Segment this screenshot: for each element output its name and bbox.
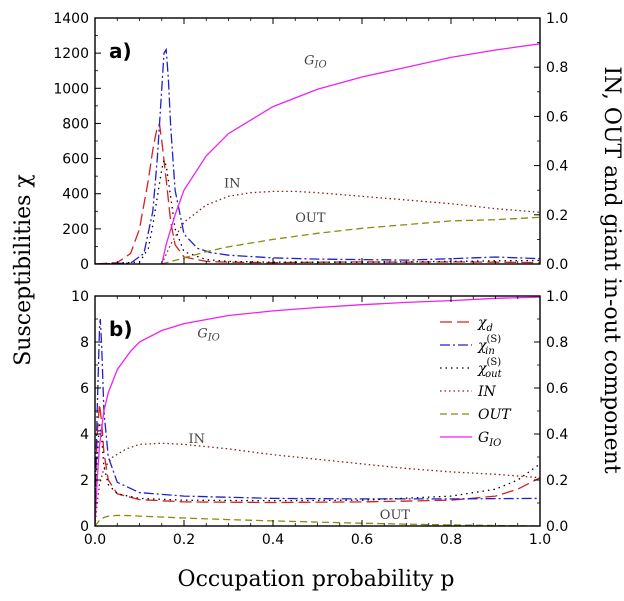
panel-label: a) <box>109 39 132 63</box>
y2-tick-label: 0.0 <box>546 257 568 273</box>
y2-tick-label: 0.4 <box>546 159 568 175</box>
series-line-chi_out <box>95 422 540 504</box>
series-line-chi_out <box>95 158 540 264</box>
legend-label-chi_d: χd <box>477 315 493 334</box>
series-line-chi_in <box>95 47 540 264</box>
curve-annotation: IN <box>188 432 205 447</box>
y-tick-label: 1200 <box>53 46 89 62</box>
x-tick-label: 0.6 <box>351 532 373 548</box>
y-tick-label: 600 <box>62 152 89 168</box>
x-tick-label: 0.2 <box>173 532 195 548</box>
curve-annotation: OUT <box>380 508 411 523</box>
y2-tick-label: 0.6 <box>546 381 568 397</box>
x-tick-label: 0.4 <box>262 532 284 548</box>
y-axis-label-left: Susceptibilities χ <box>11 174 36 366</box>
y-tick-label: 8 <box>80 335 89 351</box>
series-line-OUT <box>95 514 540 526</box>
y-tick-label: 4 <box>80 427 89 443</box>
x-tick-label: 1.0 <box>529 532 551 548</box>
series-line-chi_d <box>95 122 540 264</box>
series-line-G_IO <box>161 43 540 264</box>
y2-tick-label: 0.6 <box>546 109 568 125</box>
series-group <box>95 43 540 264</box>
curve-annotation: GIO <box>304 54 327 71</box>
y2-tick-label: 0.2 <box>546 473 568 489</box>
y-axis-label-right: IN, OUT and giant in-out component <box>599 66 624 473</box>
y-tick-label: 10 <box>71 289 89 305</box>
curve-annotation: GIO <box>197 326 220 343</box>
curve-annotation: OUT <box>295 211 326 226</box>
series-line-IN <box>161 190 540 264</box>
y-tick-label: 200 <box>62 222 89 238</box>
y-tick-label: 800 <box>62 116 89 132</box>
y2-tick-label: 0.8 <box>546 60 568 76</box>
legend-label-IN: IN <box>477 384 497 400</box>
x-tick-label: 0.8 <box>440 532 462 548</box>
y-tick-label: 0 <box>80 519 89 535</box>
y2-tick-label: 0.8 <box>546 335 568 351</box>
panel-label: b) <box>109 317 132 341</box>
y-tick-label: 1000 <box>53 81 89 97</box>
legend-label-chi_in: χ(S) in <box>477 334 501 357</box>
y-tick-label: 2 <box>80 473 89 489</box>
y2-tick-label: 1.0 <box>546 11 568 27</box>
y2-tick-label: 0.0 <box>546 519 568 535</box>
series-line-G_IO <box>95 296 540 526</box>
y2-tick-label: 0.4 <box>546 427 568 443</box>
x-axis-label: Occupation probability p <box>178 567 455 592</box>
series-line-chi_in <box>95 318 540 504</box>
y2-tick-label: 0.2 <box>546 208 568 224</box>
y2-tick-label: 1.0 <box>546 289 568 305</box>
y-tick-label: 400 <box>62 187 89 203</box>
y-tick-label: 1400 <box>53 11 89 27</box>
legend-label-G_IO: GIO <box>478 430 501 449</box>
curve-annotation: IN <box>224 177 241 192</box>
series-group <box>95 296 540 526</box>
panel-a: 0 200 400 600 800 1000 1200 1400 0.0 0.2 0.4 0.6 0.8… <box>53 11 568 273</box>
series-line-IN <box>95 442 540 526</box>
series-line-chi_d <box>95 404 540 504</box>
y-tick-label: 6 <box>80 381 89 397</box>
x-tick-label: 0.0 <box>84 532 106 548</box>
panel-b: 0.0 0.2 0.4 0.6 0.8 1.0 0 2 4 6 8 10 0.0 0.2 0.4 0.6 0.8… <box>71 289 568 548</box>
legend-label-OUT: OUT <box>478 407 512 423</box>
y-tick-label: 0 <box>80 257 89 273</box>
legend-label-chi_out: χ(S) out <box>477 357 503 380</box>
series-line-OUT <box>161 216 540 264</box>
